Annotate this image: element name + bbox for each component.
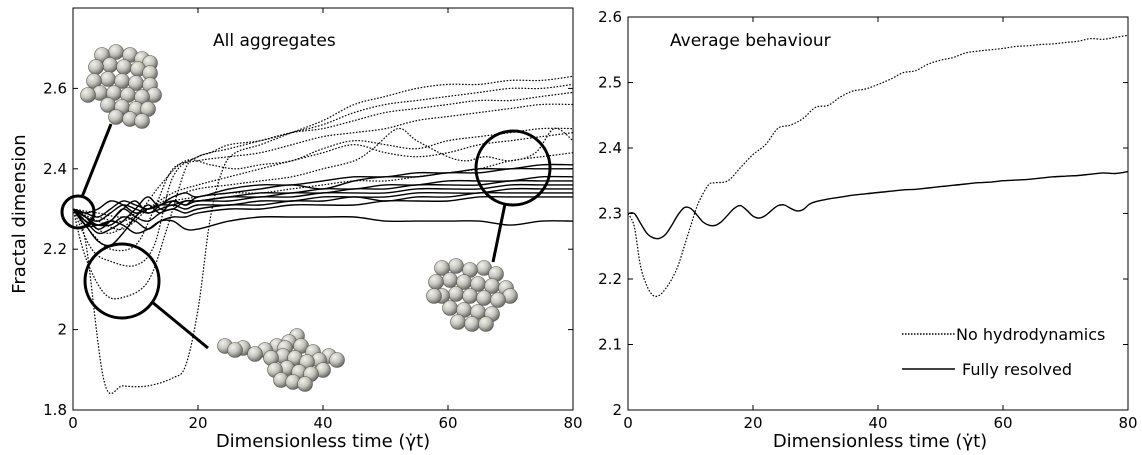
left-y-tick-label: 2: [57, 321, 67, 339]
left-x-tick-label: 40: [313, 414, 332, 432]
left-x-tick-label: 60: [438, 414, 457, 432]
aggregate-sphere: [108, 109, 124, 125]
right-panel-title: Average behaviour: [670, 31, 831, 51]
aggregate-cluster-late: [426, 258, 518, 332]
annotation-leader-early: [151, 300, 209, 350]
left-series-dotted-6: [72, 127, 574, 222]
legend-label-no-hydrodynamics: No hydrodynamics: [956, 325, 1105, 344]
aggregate-sphere: [478, 316, 494, 332]
right-series-fully-resolved: [627, 170, 1129, 240]
left-x-tick-label: 0: [68, 414, 78, 432]
left-ticks: 0 20 40 60 80 1.8 2 2.2 2.4 2.6: [43, 8, 583, 432]
left-series-solid-16: [72, 208, 574, 234]
left-series-dotted-4: [72, 127, 574, 234]
right-x-axis-label: Dimensionless time (γ̇t): [773, 431, 987, 452]
right-y-tick-label: 2.3: [598, 205, 622, 223]
aggregate-sphere: [116, 59, 132, 75]
right-y-tick-label: 2.5: [598, 74, 622, 92]
right-plot-frame: [627, 16, 1129, 411]
annotation-circle-early: [83, 242, 161, 320]
aggregate-sphere: [102, 57, 118, 73]
left-series-solid-14: [72, 191, 573, 226]
aggregate-sphere: [442, 272, 458, 288]
left-x-tick-label: 80: [563, 414, 582, 432]
aggregate-sphere: [434, 260, 450, 276]
aggregate-sphere: [100, 71, 116, 87]
right-y-tick-label: 2: [612, 401, 622, 419]
aggregate-sphere: [448, 286, 464, 302]
aggregate-sphere: [448, 258, 464, 274]
legend: No hydrodynamics Fully resolved: [902, 325, 1105, 379]
aggregate-sphere: [329, 352, 345, 368]
left-series-lines: [72, 75, 574, 395]
legend-label-fully-resolved: Fully resolved: [962, 360, 1072, 379]
left-x-axis-label: Dimensionless time (γ̇t): [216, 431, 430, 452]
aggregate-sphere: [247, 346, 263, 362]
right-y-tick-label: 2.2: [598, 270, 622, 288]
aggregate-sphere: [490, 292, 506, 308]
left-series-solid-9: [72, 167, 573, 247]
right-panel: 0 20 40 60 80 2 2.1 2.2 2.3 2.4 2.5 2.6 Average beh…: [598, 8, 1137, 452]
left-series-dotted-3: [72, 103, 574, 252]
left-y-axis-label: Fractal dimension: [9, 134, 30, 293]
left-panel-title: All aggregates: [213, 31, 336, 51]
right-x-tick-label: 40: [868, 414, 887, 432]
right-x-tick-label: 80: [1118, 414, 1137, 432]
left-series-dotted-1: [72, 83, 574, 300]
right-y-tick-label: 2.6: [598, 8, 622, 26]
right-series-lines: [627, 34, 1129, 298]
left-y-tick-label: 2.2: [43, 240, 67, 258]
annotation-leader-late: [491, 203, 507, 263]
aggregate-cluster-initial: [80, 44, 162, 129]
aggregate-sphere: [297, 376, 313, 392]
aggregate-sphere: [462, 288, 478, 304]
left-series-dotted-7: [72, 152, 574, 218]
left-series-solid-12: [72, 183, 573, 218]
aggregate-sphere: [476, 290, 492, 306]
right-series-no-hydrodynamics: [627, 34, 1129, 298]
left-x-tick-label: 20: [188, 414, 207, 432]
left-y-tick-label: 2.6: [43, 79, 67, 97]
right-x-tick-label: 0: [623, 414, 633, 432]
aggregate-sphere: [428, 274, 444, 290]
aggregate-sphere: [464, 316, 480, 332]
right-x-tick-label: 60: [993, 414, 1012, 432]
aggregate-cluster-early: [217, 328, 345, 392]
annotation-leader-initial: [80, 123, 113, 198]
aggregate-sphere: [450, 314, 466, 330]
aggregate-sphere: [134, 113, 150, 129]
left-y-tick-label: 2.4: [43, 160, 67, 178]
left-series-dotted-2: [72, 91, 574, 267]
left-panel: 0 20 40 60 80 1.8 2 2.2 2.4 2.6 All aggregates Di…: [9, 7, 583, 452]
left-series-dotted-0: [72, 75, 574, 395]
right-y-tick-label: 2.4: [598, 139, 622, 157]
annotation-circle-late: [474, 129, 552, 207]
right-ticks: 0 20 40 60 80 2 2.1 2.2 2.3 2.4 2.5 2.6: [598, 8, 1137, 432]
right-y-tick-label: 2.1: [598, 336, 622, 354]
aggregate-sphere: [88, 59, 104, 75]
annotation-circle-initial: [60, 194, 96, 230]
aggregate-sphere: [80, 87, 96, 103]
left-series-solid-15: [72, 195, 573, 230]
left-y-tick-label: 1.8: [43, 401, 67, 419]
aggregate-sphere: [426, 288, 442, 304]
aggregate-sphere: [227, 342, 243, 358]
aggregate-sphere: [442, 300, 458, 316]
right-x-tick-label: 20: [743, 414, 762, 432]
